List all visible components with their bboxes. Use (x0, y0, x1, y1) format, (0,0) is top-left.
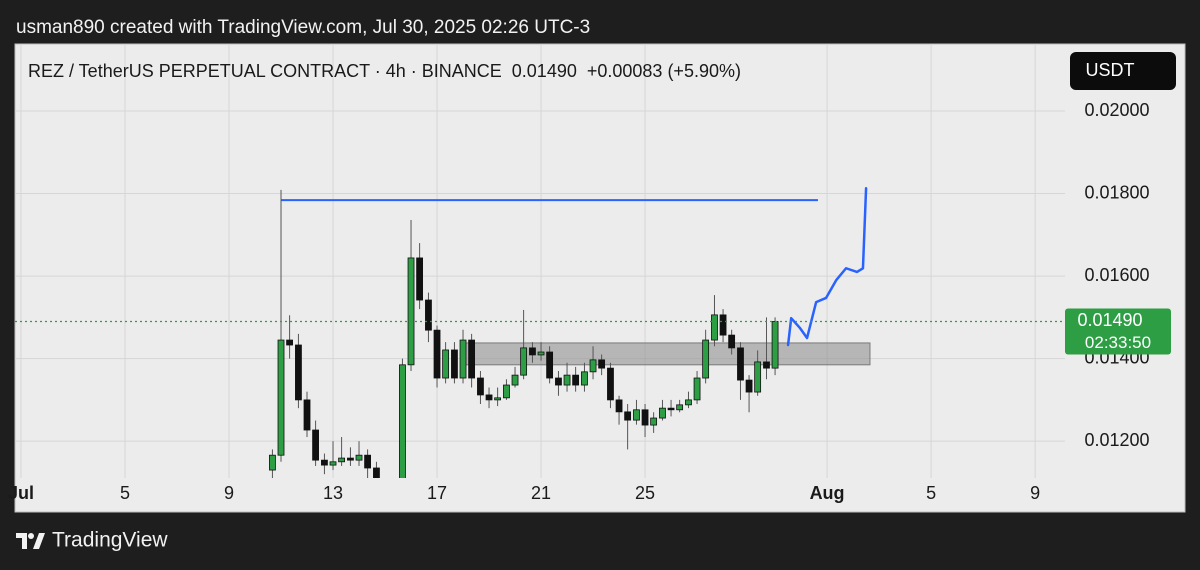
candle-body (399, 364, 406, 478)
y-tick-label: 0.01600 (1084, 265, 1149, 285)
candle-body (719, 314, 727, 336)
candle-body (537, 351, 545, 356)
last-price-label: 0.01490 (1077, 310, 1142, 330)
candle-body (546, 351, 554, 379)
candle-body (572, 374, 580, 386)
candle-body (754, 361, 762, 393)
axes: Jul 5 9 13 17 21 25 Aug 5 90.012000.014000.016000… (8, 100, 1171, 503)
y-tick-label: 0.02000 (1084, 100, 1149, 120)
y-tick-label: 0.01800 (1084, 182, 1149, 202)
candle-body (416, 257, 424, 301)
logo (16, 533, 45, 549)
candle-body (607, 367, 614, 401)
candle-body (529, 347, 536, 356)
candle-body (589, 359, 597, 373)
projection-path (786, 186, 868, 347)
candle-body (555, 377, 562, 386)
candle-body (676, 404, 684, 411)
candle-body (494, 397, 502, 401)
candle-body (407, 257, 415, 366)
candle-body (763, 361, 770, 369)
candle-body (468, 339, 476, 379)
candle-body (598, 359, 606, 369)
logo-mark (16, 533, 27, 549)
x-tick-label: 5 (120, 483, 130, 503)
candle-body (615, 399, 623, 413)
candle-body (277, 339, 285, 456)
candle-body (520, 347, 528, 376)
candle-body (433, 329, 441, 379)
symbol: REZ / TetherUS PERPETUAL CONTRACT · 4h ·… (28, 61, 502, 81)
candle-body (624, 411, 632, 421)
candle-body (503, 384, 510, 399)
countdown: 02:33:50 (1085, 333, 1151, 352)
y-tick-label: 0.01200 (1084, 430, 1149, 450)
candle-body (702, 339, 710, 379)
candle-body (321, 459, 328, 466)
x-tick-label: 17 (427, 483, 447, 503)
candle-body (650, 417, 658, 426)
candle-body (728, 334, 736, 349)
currency[interactable]: USDT (1086, 60, 1135, 80)
candle-body (425, 299, 432, 331)
candle-body (355, 454, 363, 461)
chart-pane (14, 43, 1186, 513)
candle-body (771, 321, 779, 369)
candle-body (451, 349, 458, 379)
candle-body (364, 454, 372, 469)
candle-body (295, 344, 302, 401)
candle-body (477, 377, 484, 396)
candle-body (659, 407, 666, 419)
brand: TradingView (52, 529, 168, 552)
x-tick-label: Jul (8, 483, 34, 503)
logo-slash (33, 533, 45, 549)
candle-body (511, 374, 519, 386)
candle-body (633, 409, 640, 421)
candle-body (641, 409, 649, 426)
currency-button[interactable] (1070, 52, 1176, 90)
candle-body (563, 374, 571, 386)
grid (15, 44, 1065, 478)
candle-body (693, 377, 701, 401)
legend: REZ / TetherUS PERPETUAL CONTRACT · 4h ·… (28, 61, 741, 81)
candle-body (329, 461, 337, 466)
change: +0.00083 (+5.90%) (587, 61, 741, 81)
x-tick-label: 9 (1030, 483, 1040, 503)
candle-body (303, 399, 311, 431)
candle-body (485, 394, 493, 401)
x-tick-label: Aug (810, 483, 845, 503)
plot (269, 186, 871, 478)
x-tick-label: 25 (635, 483, 655, 503)
candle-body (338, 457, 345, 463)
logo-dot (28, 533, 34, 539)
x-tick-label: 9 (224, 483, 234, 503)
candle-body (581, 371, 588, 386)
candle-body (442, 349, 450, 379)
x-tick-label: 21 (531, 483, 551, 503)
last-price-box (1065, 308, 1171, 355)
candle-body (667, 407, 675, 411)
candle-body (373, 467, 380, 478)
candle-body (347, 457, 354, 461)
candle-body (312, 429, 319, 461)
candle-body (269, 454, 276, 471)
candle-body (286, 339, 293, 346)
candle-body (745, 379, 753, 393)
x-tick-label: 5 (926, 483, 936, 503)
candle-body (737, 347, 744, 381)
last-price: 0.01490 (512, 61, 577, 81)
candle-body (711, 314, 718, 341)
candle-body (685, 399, 692, 406)
credit: usman890 created with TradingView.com, J… (16, 17, 590, 38)
candle-body (459, 339, 467, 379)
x-tick-label: 13 (323, 483, 343, 503)
